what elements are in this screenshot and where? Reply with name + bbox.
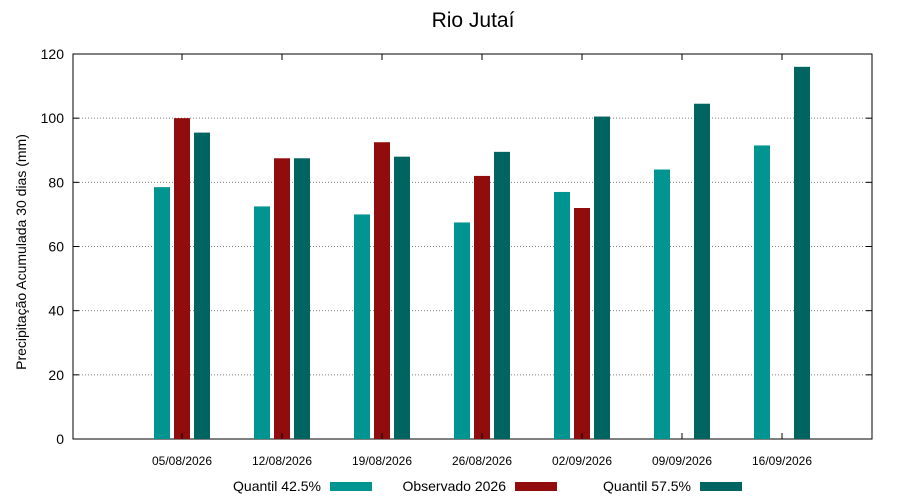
bar [574, 208, 590, 439]
x-axis: 05/08/2026 12/08/2026 19/08/2026 26/08/2026… [152, 54, 812, 468]
x-tick-label: 05/08/2026 [152, 454, 212, 468]
chart-title: Rio Jutaí [432, 9, 515, 32]
bar [294, 158, 310, 440]
y-axis-label: Precipitação Acumulada 30 dias (mm) [13, 134, 29, 370]
y-tick-label: 0 [56, 431, 64, 447]
y-tick-label: 100 [41, 110, 65, 126]
bar [474, 175, 490, 439]
legend-swatch [515, 482, 557, 491]
x-tick-label: 02/09/2026 [552, 454, 612, 468]
bar [174, 118, 190, 440]
bar [794, 66, 810, 439]
x-tick-label: 09/09/2026 [652, 454, 712, 468]
bar [154, 187, 170, 439]
grid-layer [73, 117, 872, 376]
legend-label: Quantil 57.5% [603, 478, 691, 494]
y-tick-label: 120 [41, 46, 65, 62]
x-tick-label: 19/08/2026 [352, 454, 412, 468]
bar [274, 158, 290, 440]
bar [454, 222, 470, 439]
bar [374, 142, 390, 439]
legend-label: Quantil 42.5% [233, 478, 321, 494]
x-tick-label: 12/08/2026 [252, 454, 312, 468]
y-tick-label: 80 [48, 174, 64, 190]
bar [394, 156, 410, 439]
y-axis: 0 20 40 60 80 100 120 [41, 46, 872, 447]
legend: Quantil 42.5% Observado 2026 Quantil 57.5% [233, 478, 742, 494]
y-tick-label: 20 [48, 367, 64, 383]
y-tick-label: 40 [48, 303, 64, 319]
bar [754, 145, 770, 439]
bar [694, 103, 710, 440]
x-tick-label: 26/08/2026 [452, 454, 512, 468]
legend-label: Observado 2026 [402, 478, 506, 494]
bar [254, 206, 270, 439]
bar [594, 116, 610, 439]
legend-swatch [330, 482, 372, 491]
bar-layer [154, 66, 810, 440]
x-tick-label: 16/09/2026 [752, 454, 812, 468]
bar [194, 132, 210, 439]
bar [494, 151, 510, 439]
bar [354, 214, 370, 439]
bar [654, 169, 670, 439]
bar [554, 191, 570, 439]
legend-swatch [700, 482, 742, 491]
y-tick-label: 60 [48, 239, 64, 255]
